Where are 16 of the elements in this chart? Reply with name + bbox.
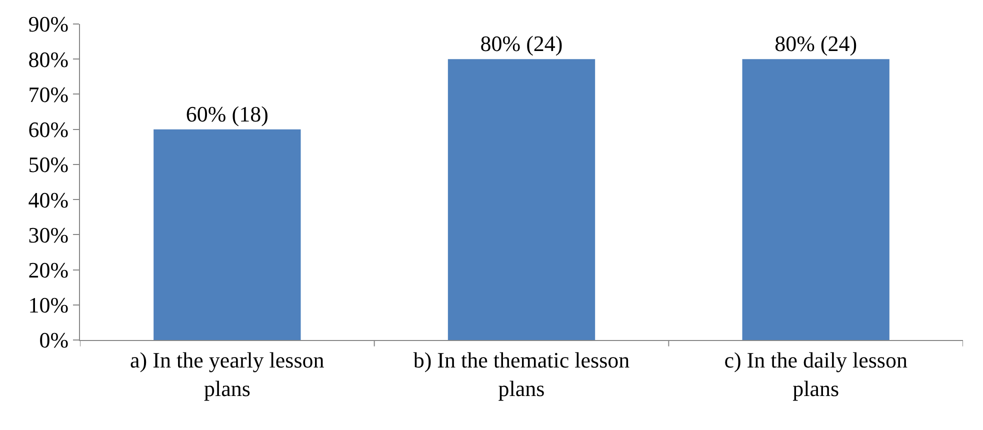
data-label: 60% (18) [186,101,268,126]
y-tick-label: 30% [28,222,69,248]
y-tick-label: 80% [28,46,69,72]
y-tick-label: 70% [28,82,69,107]
x-tick-label: a) In the yearly lesson plans [130,347,324,401]
data-label: 80% (24) [480,31,563,56]
x-tick-label: c) In the daily lesson plans [724,347,908,401]
y-tick-label: 40% [28,187,69,212]
y-tick-label: 50% [28,152,69,178]
y-tick-label: 10% [28,292,69,318]
y-tick-label: 20% [28,257,69,282]
x-tick-label: b) In the thematic lesson plans [413,347,630,401]
y-tick-label: 60% [28,117,69,142]
data-label: 80% (24) [774,31,858,56]
y-tick-label: 0% [39,328,69,353]
y-tick-label: 90% [28,12,69,37]
